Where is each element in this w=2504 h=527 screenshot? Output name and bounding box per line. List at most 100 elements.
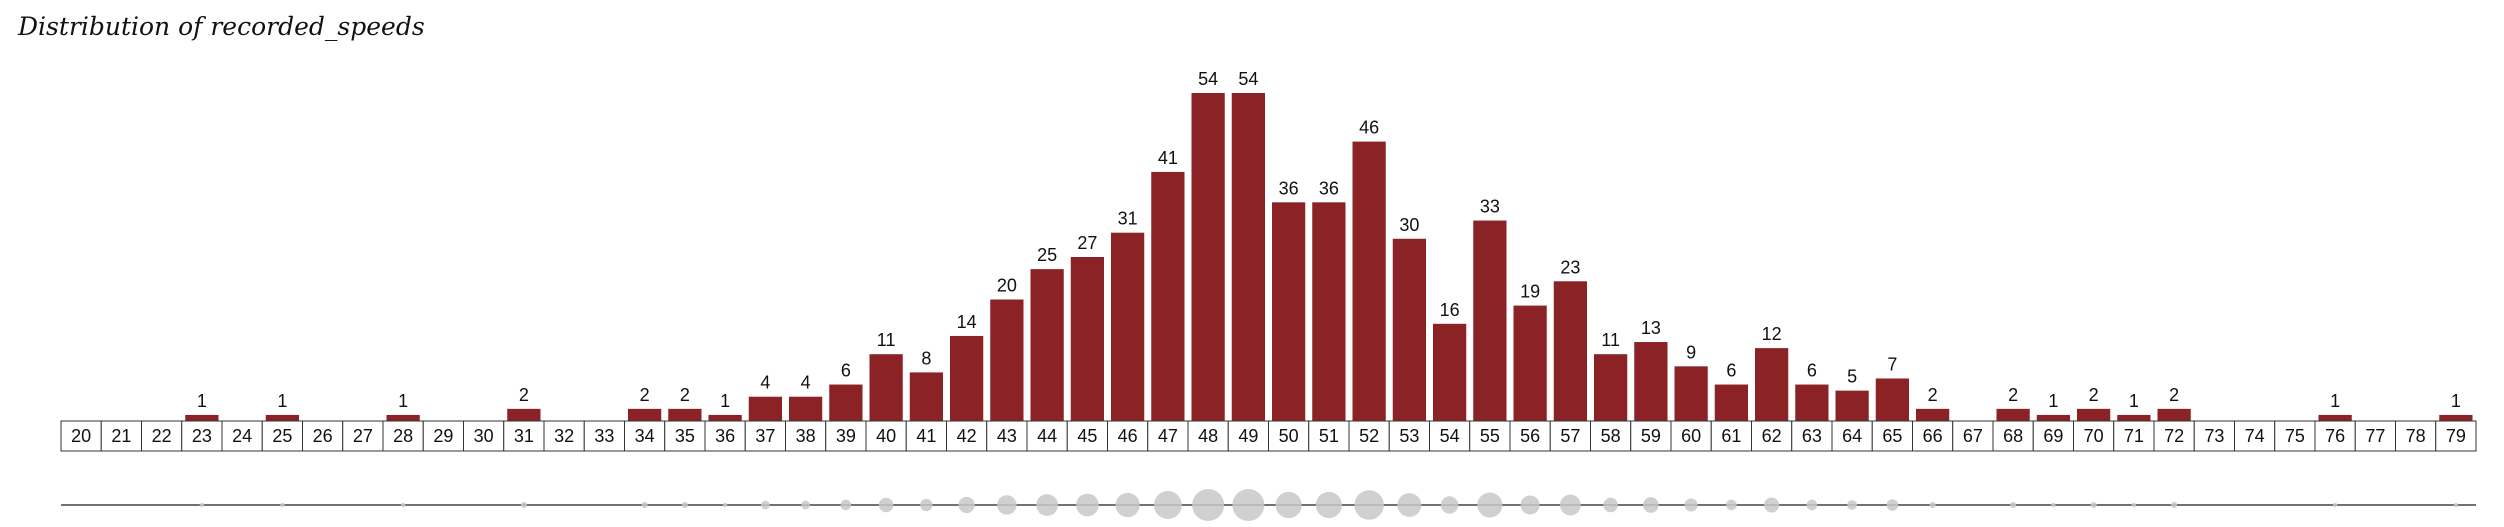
bar (1996, 408, 2030, 421)
x-tick-box (785, 420, 827, 452)
x-tick-box (986, 420, 1028, 452)
bubble-mark (920, 498, 933, 512)
x-tick-box (141, 420, 183, 452)
bar (1272, 202, 1306, 421)
x-tick-label: 76 (2325, 426, 2345, 446)
bar (1755, 348, 1789, 421)
bar-value-label: 13 (1641, 318, 1661, 338)
bubble-strip (199, 489, 2459, 521)
bar-value-label: 1 (2048, 391, 2058, 411)
bubble-mark (199, 502, 205, 508)
bar-value-label: 2 (1928, 385, 1938, 405)
x-tick-label: 64 (1842, 426, 1862, 446)
bar (950, 335, 984, 421)
x-tick-box (1590, 420, 1632, 452)
bar-value-label: 1 (197, 391, 207, 411)
x-tick-label: 44 (1037, 426, 1057, 446)
bar-value-label: 2 (2089, 385, 2099, 405)
x-tick-label: 20 (71, 426, 91, 446)
bar (1070, 257, 1104, 421)
bubble-mark (1036, 494, 1059, 516)
x-tick-label: 31 (514, 426, 534, 446)
x-tick-box (1912, 420, 1954, 452)
x-tick-label: 30 (474, 426, 494, 446)
bar-value-label: 2 (519, 385, 529, 405)
bar-value-label: 16 (1440, 300, 1460, 320)
bubble-mark (1520, 495, 1540, 515)
x-tick-label: 32 (554, 426, 574, 446)
bar (1674, 366, 1708, 421)
x-tick-label: 33 (594, 426, 614, 446)
bar-value-label: 19 (1520, 282, 1540, 302)
bubble-mark (997, 495, 1017, 515)
bar (2439, 414, 2473, 421)
bar-value-label: 1 (720, 391, 730, 411)
x-tick-box (2274, 420, 2316, 452)
x-tick-box (221, 420, 263, 452)
bar (2077, 408, 2111, 421)
bubble-mark (840, 499, 852, 511)
bar (386, 414, 420, 421)
x-tick-label: 50 (1279, 426, 1299, 446)
x-tick-label: 48 (1198, 426, 1218, 446)
bar (748, 396, 782, 421)
bar-value-label: 6 (1726, 361, 1736, 381)
bar (2117, 414, 2151, 421)
bar-value-label: 8 (921, 348, 931, 368)
bar (909, 372, 943, 421)
x-tick-label: 59 (1641, 426, 1661, 446)
x-tick-box (2113, 420, 2155, 452)
bar-value-label: 27 (1077, 233, 1097, 253)
bubble-mark (1076, 493, 1099, 517)
x-tick-label: 24 (232, 426, 252, 446)
bubble-mark (1354, 490, 1384, 520)
x-tick-label: 79 (2446, 426, 2466, 446)
x-tick-label: 78 (2406, 426, 2426, 446)
bar (1875, 378, 1909, 421)
bubble-mark (2051, 502, 2056, 508)
bar-value-label: 11 (1601, 330, 1620, 350)
bubble-mark (801, 500, 810, 510)
bar-value-label: 5 (1847, 367, 1857, 387)
bar-value-label: 31 (1118, 209, 1138, 229)
x-tick-label: 67 (1963, 426, 1983, 446)
x-tick-box (1066, 420, 1108, 452)
bar (1835, 390, 1869, 421)
x-tick-label: 46 (1118, 426, 1138, 446)
x-tick-box (2435, 420, 2477, 452)
x-tick-label: 22 (152, 426, 172, 446)
x-tick-box (261, 420, 303, 452)
x-tick-box (1831, 420, 1873, 452)
bubble-mark (1559, 494, 1581, 516)
bar (990, 299, 1024, 421)
bubble-mark (681, 501, 688, 509)
bar-value-label: 1 (2330, 391, 2340, 411)
bar (628, 408, 662, 421)
bubble-mark (761, 500, 770, 510)
bar (829, 384, 863, 421)
x-tick-label: 54 (1440, 426, 1460, 446)
bubble-mark (2131, 502, 2137, 508)
x-tick-label: 47 (1158, 426, 1178, 446)
x-tick-box (2395, 420, 2437, 452)
x-tick-box (2234, 420, 2276, 452)
x-tick-box (382, 420, 424, 452)
bubble-mark (1847, 500, 1857, 510)
bar (708, 414, 742, 421)
bar (789, 396, 823, 421)
bar (1352, 141, 1386, 421)
bubble-mark (722, 502, 728, 508)
x-tick-box (2032, 420, 2074, 452)
x-tick-label: 42 (957, 426, 977, 446)
bubble-mark (641, 501, 648, 509)
x-tick-label: 63 (1802, 426, 1822, 446)
bar-value-label: 20 (997, 276, 1017, 296)
x-tick-box (583, 420, 625, 452)
x-tick-label: 66 (1923, 426, 1943, 446)
bar-value-label: 36 (1319, 178, 1339, 198)
bubble-mark (2453, 502, 2459, 508)
bar-value-label: 4 (801, 373, 811, 393)
bars-layer (185, 93, 2473, 421)
x-tick-label: 45 (1077, 426, 1097, 446)
bubble-mark (1806, 499, 1818, 511)
